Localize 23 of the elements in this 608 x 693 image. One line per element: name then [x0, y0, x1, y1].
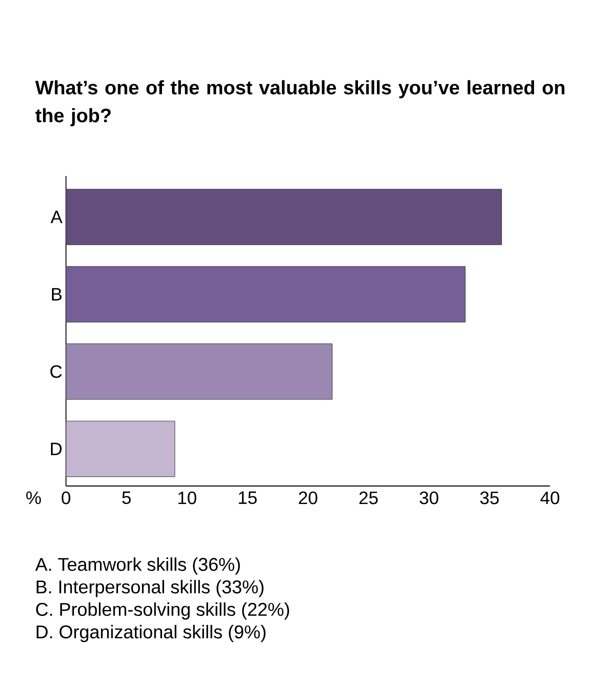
bar [66, 344, 332, 400]
x-tick-label: 5 [122, 492, 131, 504]
bar [66, 188, 502, 246]
x-tick-label: 25 [359, 492, 378, 504]
text: A. Teamwork skills (36%) [35, 557, 240, 575]
text: D. Organizational skills (9%) [36, 624, 266, 642]
x-tick-label: 10 [178, 492, 196, 504]
y-tick-label: B [52, 288, 62, 300]
y-tick-label: A [50, 210, 62, 224]
x-tick-label: 40 [540, 492, 560, 504]
x-tick-label: 15 [238, 492, 257, 504]
y-tick-label: D [51, 442, 62, 456]
x-tick-label: 0 [62, 492, 70, 504]
x-tick-label: 30 [420, 492, 438, 504]
x-tick-label: 20 [298, 492, 318, 504]
chart-title: What’s one of the most valuable skills you’ve learned on the job? [35, 80, 564, 126]
y-tick-label: C [50, 365, 62, 378]
bar [66, 420, 176, 477]
x-axis-title: % [26, 492, 41, 504]
bar [66, 266, 466, 322]
text: B. Interpersonal skills (33%) [36, 580, 264, 598]
text: C. Problem-solving skills (22%) [36, 602, 290, 620]
x-tick-label: 35 [480, 492, 499, 504]
